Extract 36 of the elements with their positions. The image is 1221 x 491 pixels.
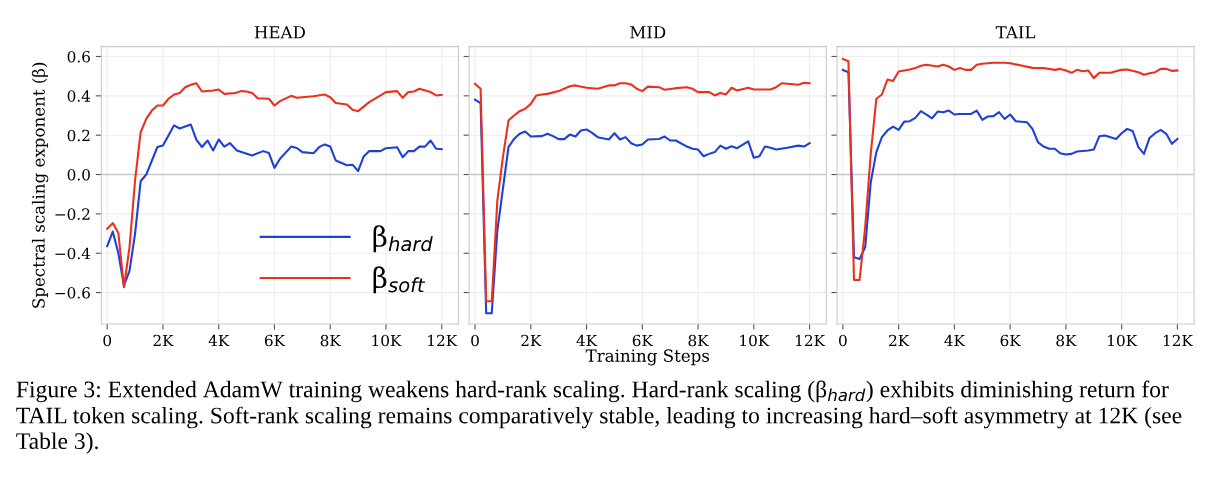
- x-tick-label: 0: [839, 334, 847, 347]
- y-tick-label: 0.6: [67, 50, 90, 63]
- y-tick-label: −0.2: [55, 208, 90, 220]
- x-tick-label: 4K: [576, 334, 598, 347]
- x-tick-label: 2K: [153, 334, 174, 347]
- x-tick-label: 10K: [372, 334, 402, 347]
- x-tick-label: 8K: [320, 334, 342, 347]
- chart-title: TAIL: [995, 26, 1036, 39]
- x-tick-label: 12K: [428, 334, 458, 347]
- x-tick-label: 2K: [521, 334, 542, 347]
- y-tick-label: −0.6: [55, 287, 90, 299]
- x-tick-label: 8K: [1056, 334, 1077, 347]
- x-tick-label: 8K: [688, 334, 709, 347]
- y-axis-title: Spectral scaling exponent (β): [31, 62, 49, 308]
- y-tick-label: 0.4: [67, 90, 91, 102]
- caption: Figure 3: Extended AdamW training weakens hard-rank scaling. Hard-rank scaling (β$_{hard}$) exhibits diminishing return for TAIL token scaling. Soft-rank scaling remains comparatively stable, leading to increasing hard–soft asymmetry at 12K (see Table 3).: [16, 380, 1182, 454]
- x-tick-label: 4K: [208, 334, 230, 347]
- legend-label: β$_{soft}$: [373, 266, 426, 294]
- x-tick-label: 0: [471, 334, 479, 347]
- x-tick-label: 12K: [1163, 334, 1194, 347]
- x-tick-label: 6K: [1000, 334, 1021, 347]
- x-tick-label: 6K: [632, 334, 654, 347]
- y-tick-label: −0.4: [55, 247, 91, 260]
- x-tick-label: 10K: [1108, 334, 1138, 347]
- x-axis-title: Training Steps: [585, 349, 710, 366]
- x-tick-label: 10K: [740, 334, 770, 347]
- x-tick-label: 12K: [796, 334, 826, 347]
- chart-title: MID: [630, 26, 666, 39]
- y-tick-label: 0.0: [67, 169, 90, 181]
- x-tick-label: 2K: [889, 334, 910, 347]
- legend-label: β$_{hard}$: [373, 225, 433, 253]
- chart-title: HEAD: [254, 26, 305, 39]
- x-tick-label: 0: [103, 334, 112, 347]
- x-tick-label: 4K: [944, 334, 966, 347]
- y-tick-label: 0.2: [67, 129, 90, 142]
- x-tick-label: 6K: [264, 334, 286, 347]
